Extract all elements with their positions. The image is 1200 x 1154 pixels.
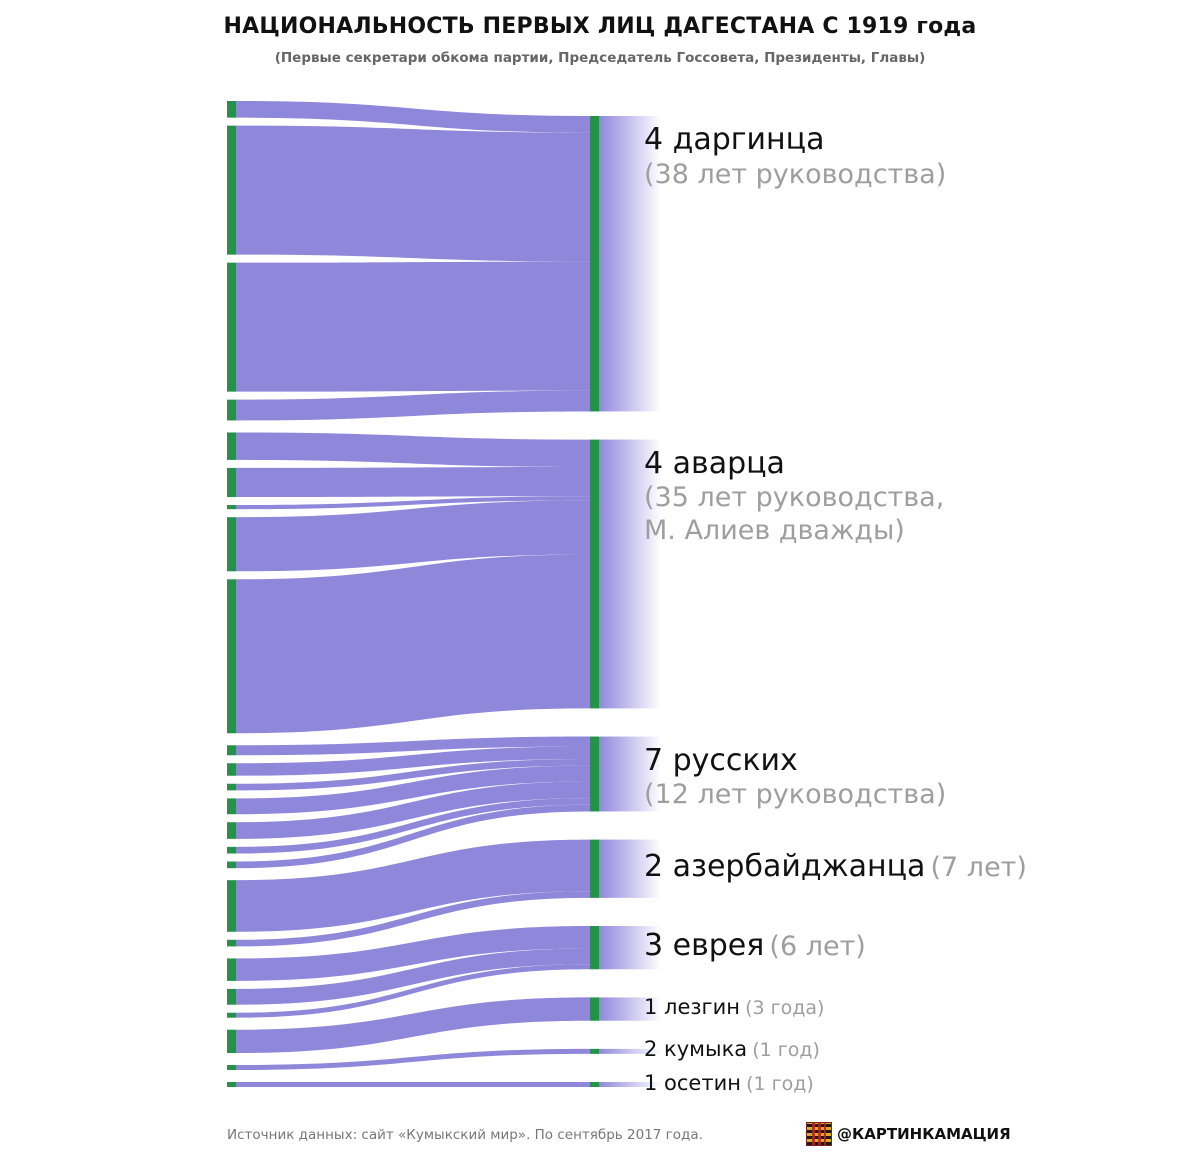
label-years-azeri: (7 лет) — [930, 851, 1027, 883]
term-node-2 — [227, 262, 236, 392]
term-node-4 — [227, 432, 236, 460]
label-ossetian: 1 осетин (1 год) — [644, 1071, 814, 1097]
label-count-russian: 7 русских — [644, 742, 798, 778]
label-azeri: 2 азербайджанца (7 лет) — [644, 849, 1027, 886]
term-node-14 — [227, 846, 236, 854]
label-dargin: 4 даргинца (38 лет руководства) — [644, 122, 946, 192]
flow-kumyk-22 — [236, 1048, 590, 1071]
fade-russian — [599, 736, 661, 812]
brand-label: @КАРТИНКАМАЦИЯ — [837, 1125, 1011, 1143]
label-years-russian: (12 лет руководства) — [644, 779, 947, 811]
term-node-11 — [227, 783, 236, 791]
label-years-kumyk: (1 год) — [752, 1039, 820, 1062]
label-count-ossetian: 1 осетин — [644, 1070, 741, 1095]
term-node-0 — [227, 101, 236, 118]
term-node-18 — [227, 958, 236, 981]
label-count-dargin: 4 даргинца — [644, 122, 825, 157]
label-years-ossetian: (1 год) — [746, 1072, 814, 1095]
label-avar: 4 аварца (35 лет руководства, М. Алиев два… — [644, 446, 944, 548]
fade-kumyk — [599, 1048, 661, 1054]
label-count-azeri: 2 азербайджанца — [644, 848, 926, 884]
chart-title: НАЦИОНАЛЬНОСТЬ ПЕРВЫХ ЛИЦ ДАГЕСТАНА С 19… — [223, 14, 977, 39]
term-node-17 — [227, 939, 236, 947]
term-node-1 — [227, 125, 236, 255]
label-years-jewish: (6 лет) — [769, 930, 866, 962]
label-lezgin: 1 лезгин (3 года) — [644, 995, 824, 1021]
flow-jewish-20 — [236, 964, 590, 1018]
flow-avar-4 — [236, 432, 590, 468]
term-node-20 — [227, 1012, 236, 1018]
term-node-16 — [227, 880, 236, 932]
nationality-node-dargin — [590, 116, 599, 412]
term-node-19 — [227, 988, 236, 1005]
flow-azeri-16 — [236, 839, 590, 932]
term-node-13 — [227, 822, 236, 839]
fade-avar — [599, 439, 661, 709]
fade-ossetian — [599, 1082, 661, 1087]
label-jewish: 3 еврея (6 лет) — [644, 928, 866, 965]
flow-russian-13 — [236, 781, 590, 839]
flow-avar-5 — [236, 467, 590, 498]
label-count-kumyk: 2 кумыка — [644, 1037, 748, 1062]
flow-dargin-3 — [236, 390, 590, 421]
term-node-15 — [227, 861, 236, 869]
flow-avar-6 — [236, 496, 590, 510]
nationality-node-russian — [590, 736, 599, 812]
term-node-5 — [227, 467, 236, 498]
nationality-node-jewish — [590, 926, 599, 970]
flow-ossetian-23 — [236, 1082, 590, 1087]
label-years-2-avar: М. Алиев дважды) — [644, 515, 905, 547]
term-node-6 — [227, 505, 236, 510]
term-node-3 — [227, 399, 236, 421]
term-node-23 — [227, 1082, 236, 1087]
nationality-node-ossetian — [590, 1082, 599, 1087]
flow-avar-7 — [236, 500, 590, 572]
flow-jewish-19 — [236, 948, 590, 1005]
flow-russian-10 — [236, 746, 590, 776]
term-node-22 — [227, 1065, 236, 1071]
flow-russian-11 — [236, 759, 590, 791]
chart-subtitle: (Первые секретари обкома партии, Председ… — [274, 50, 926, 66]
label-count-jewish: 3 еврея — [644, 927, 765, 963]
flow-dargin-0 — [236, 101, 590, 133]
label-count-avar: 4 аварца — [644, 445, 785, 481]
brand-logo-icon — [806, 1122, 832, 1146]
label-years-lezgin: (3 года) — [745, 997, 825, 1020]
term-node-9 — [227, 745, 236, 756]
brand: @КАРТИНКАМАЦИЯ — [806, 1122, 1011, 1146]
flow-lezgin-21 — [236, 997, 590, 1054]
flow-dargin-1 — [236, 125, 590, 262]
term-node-7 — [227, 517, 236, 572]
label-count-lezgin: 1 лезгин — [644, 995, 740, 1020]
flow-avar-8 — [236, 554, 590, 734]
nationality-node-avar — [590, 439, 599, 709]
flow-russian-9 — [236, 736, 590, 756]
term-node-21 — [227, 1029, 236, 1054]
nationality-node-lezgin — [590, 997, 599, 1021]
term-node-10 — [227, 763, 236, 776]
label-years-dargin: (38 лет руководства) — [644, 158, 947, 190]
flow-dargin-2 — [236, 261, 590, 392]
label-kumyk: 2 кумыка (1 год) — [644, 1037, 820, 1063]
fade-dargin — [599, 116, 661, 412]
flow-russian-15 — [236, 804, 590, 869]
source-note: Источник данных: сайт «Кумыкский мир». П… — [227, 1127, 703, 1143]
flow-jewish-18 — [236, 926, 590, 981]
fade-lezgin — [599, 997, 661, 1021]
label-russian: 7 русских (12 лет руководства) — [644, 743, 946, 813]
nationality-node-azeri — [590, 839, 599, 898]
term-node-12 — [227, 798, 236, 815]
flow-russian-12 — [236, 765, 590, 815]
flow-russian-14 — [236, 798, 590, 854]
fade-jewish — [599, 926, 661, 970]
nationality-node-kumyk — [590, 1048, 599, 1054]
flow-azeri-17 — [236, 891, 590, 947]
label-years-avar: (35 лет руководства, — [644, 482, 945, 514]
fade-azeri — [599, 839, 661, 898]
term-node-8 — [227, 579, 236, 734]
